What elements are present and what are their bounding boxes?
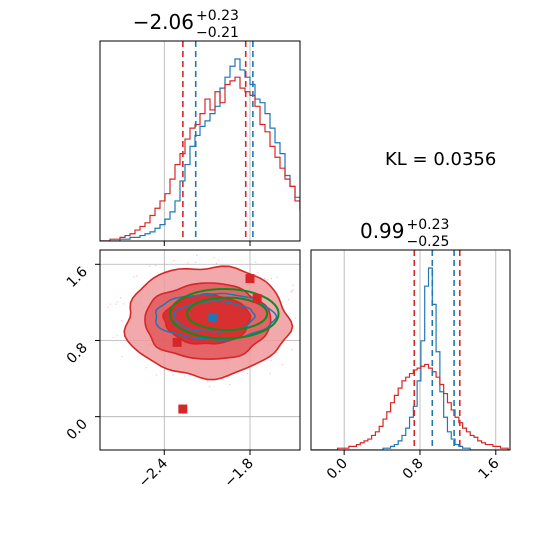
sample-point — [291, 291, 293, 293]
sample-point — [246, 372, 249, 375]
sample-point — [121, 355, 123, 358]
sample-point — [107, 306, 109, 309]
sample-point — [112, 336, 114, 339]
histogram-series-group — [311, 267, 510, 450]
histogram-step-red — [100, 76, 300, 241]
panel-title-upper-error: +0.23 — [407, 217, 450, 233]
sample-point — [281, 363, 283, 366]
sample-point — [218, 259, 220, 261]
marker-red — [252, 294, 262, 304]
marker-blue — [208, 313, 218, 323]
sample-point — [183, 375, 186, 377]
sample-point — [257, 271, 259, 274]
sample-point — [195, 254, 198, 257]
histogram-step-blue — [311, 267, 510, 450]
x-tick-label: −1.8 — [221, 456, 256, 491]
sample-point — [121, 319, 123, 322]
sample-point — [154, 264, 157, 267]
sample-point — [276, 351, 278, 354]
y-tick-label: 1.6 — [64, 264, 91, 291]
x-tick-label: 1.6 — [476, 455, 503, 482]
sample-point — [136, 275, 138, 277]
histogram-series-group — [100, 58, 300, 241]
sample-point — [116, 301, 118, 303]
sample-point — [195, 261, 197, 264]
sample-point — [294, 317, 297, 319]
sample-point — [119, 297, 122, 299]
sample-point — [270, 277, 272, 280]
sample-point — [114, 303, 117, 305]
histogram-x-panel: −2.06 +0.23−0.21 — [99, 8, 301, 246]
contour-group — [107, 254, 300, 414]
y-tick-label: 0.0 — [64, 416, 91, 443]
sample-point — [287, 299, 290, 301]
sample-point — [264, 278, 266, 280]
sample-point — [229, 383, 231, 386]
sample-point — [109, 303, 112, 305]
sample-point — [116, 335, 118, 337]
green-contour — [186, 296, 269, 331]
sample-point — [122, 303, 125, 305]
sample-point — [148, 265, 151, 268]
x-tick-label: 0.8 — [400, 456, 427, 483]
sample-point — [187, 262, 189, 264]
axes-frame — [310, 249, 511, 451]
sample-point — [291, 348, 293, 351]
sample-point — [215, 262, 218, 265]
histogram-step-red — [311, 363, 510, 450]
sample-point — [206, 380, 209, 383]
panel-title-lower-error: −0.21 — [196, 25, 239, 41]
sample-point — [155, 374, 158, 376]
sample-point — [208, 386, 211, 388]
kl-annotation: KL = 0.0356 — [385, 149, 496, 170]
x-tick-label: 0.0 — [324, 456, 351, 483]
sample-point — [292, 284, 294, 287]
sample-point — [173, 259, 175, 262]
x-tick-label: −2.4 — [136, 455, 171, 490]
marker-red — [178, 404, 188, 414]
axes-frame — [99, 249, 301, 451]
histogram-y-panel: 0.99 +0.23−0.25 0.0 0.8 1.6 — [310, 217, 511, 483]
sample-point — [109, 339, 111, 342]
sample-point — [172, 374, 174, 376]
sample-point — [227, 376, 230, 378]
panel-title-value: −2.06 — [133, 10, 194, 34]
sample-point — [254, 261, 257, 263]
sample-point — [133, 276, 135, 278]
sample-point — [269, 372, 271, 375]
marker-red — [172, 337, 182, 347]
sample-point — [276, 276, 279, 278]
green-contour — [169, 288, 280, 340]
sample-point — [270, 359, 272, 361]
y-tick-label: 0.8 — [64, 340, 91, 367]
marker-red — [245, 274, 255, 284]
histogram-step-blue — [100, 58, 300, 241]
sample-point — [292, 289, 294, 291]
sample-point — [213, 257, 215, 259]
sample-point — [145, 367, 147, 369]
panel-title-value: 0.99 — [360, 219, 405, 243]
joint-contour-panel: −2.4 −1.8 0.0 0.8 1.6 — [64, 249, 301, 491]
sample-point — [267, 279, 269, 281]
panel-title-lower-error: −0.25 — [407, 234, 450, 250]
axes-frame — [99, 40, 301, 242]
panel-title-upper-error: +0.23 — [196, 8, 239, 24]
